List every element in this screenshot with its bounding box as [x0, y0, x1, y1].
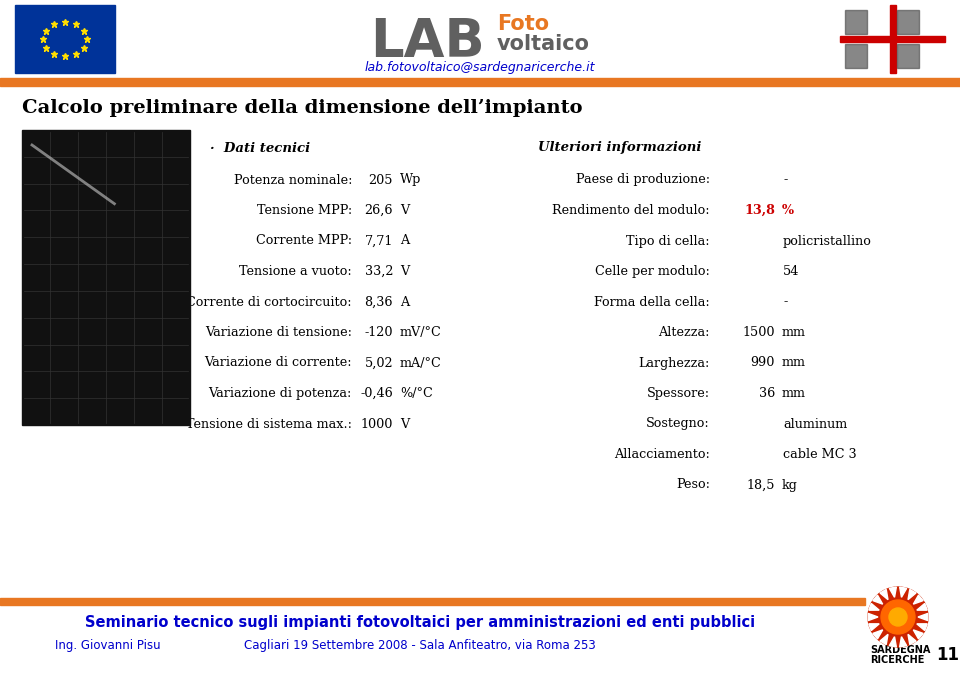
Text: -120: -120 — [365, 326, 393, 339]
Polygon shape — [880, 589, 888, 600]
Text: Corrente MPP:: Corrente MPP: — [256, 235, 352, 248]
Text: Variazione di corrente:: Variazione di corrente: — [204, 357, 352, 369]
Circle shape — [881, 600, 915, 634]
Polygon shape — [908, 634, 916, 644]
Text: 7,71: 7,71 — [365, 235, 393, 248]
Bar — [15, 5, 115, 73]
Text: 8,36: 8,36 — [365, 295, 393, 309]
Text: Seminario tecnico sugli impianti fotovoltaici per amministrazioni ed enti pubbli: Seminario tecnico sugli impianti fotovol… — [84, 616, 756, 630]
Bar — [840, 5, 945, 73]
Text: mm: mm — [782, 387, 806, 400]
Polygon shape — [869, 624, 879, 630]
Text: Tensione a vuoto:: Tensione a vuoto: — [239, 265, 352, 278]
Text: Forma della cella:: Forma della cella: — [594, 295, 710, 309]
Polygon shape — [889, 587, 897, 597]
Text: Larghezza:: Larghezza: — [638, 357, 710, 369]
Text: 1000: 1000 — [361, 417, 393, 431]
Polygon shape — [900, 587, 906, 597]
Text: mm: mm — [782, 357, 806, 369]
Text: cable MC 3: cable MC 3 — [783, 448, 856, 461]
Text: mm: mm — [782, 326, 806, 339]
Polygon shape — [868, 614, 878, 621]
Text: V: V — [400, 204, 409, 217]
Circle shape — [868, 587, 928, 647]
Polygon shape — [873, 630, 882, 639]
Bar — [840, 36, 945, 42]
Text: SARDEGNA: SARDEGNA — [870, 645, 930, 655]
Text: V: V — [400, 417, 409, 431]
Text: %/°C: %/°C — [400, 387, 433, 400]
Text: kg: kg — [782, 479, 798, 491]
Text: -: - — [783, 295, 787, 309]
Text: Sostegno:: Sostegno: — [646, 417, 710, 431]
Text: 1500: 1500 — [742, 326, 775, 339]
Text: A: A — [400, 235, 409, 248]
Text: 11: 11 — [937, 646, 959, 664]
Polygon shape — [889, 637, 897, 647]
Text: Variazione di potenza:: Variazione di potenza: — [208, 387, 352, 400]
Text: mA/°C: mA/°C — [400, 357, 442, 369]
Text: 33,2: 33,2 — [365, 265, 393, 278]
Text: 13,8: 13,8 — [744, 204, 775, 217]
Text: Wp: Wp — [400, 174, 421, 186]
Text: 36: 36 — [758, 387, 775, 400]
Polygon shape — [913, 595, 924, 604]
Text: 54: 54 — [783, 265, 800, 278]
Polygon shape — [908, 589, 916, 600]
Text: voltaico: voltaico — [497, 34, 590, 54]
Text: -0,46: -0,46 — [360, 387, 393, 400]
Polygon shape — [873, 595, 882, 604]
Polygon shape — [917, 604, 927, 610]
Bar — [845, 10, 867, 34]
Bar — [0, 78, 960, 86]
Text: 26,6: 26,6 — [365, 204, 393, 217]
Text: Calcolo preliminare della dimensione dell’impianto: Calcolo preliminare della dimensione del… — [22, 99, 583, 117]
Bar — [0, 598, 865, 605]
Text: policristallino: policristallino — [783, 235, 872, 248]
Bar — [897, 44, 919, 68]
Text: Altezza:: Altezza: — [659, 326, 710, 339]
Text: Ing. Giovanni Pisu: Ing. Giovanni Pisu — [55, 639, 160, 651]
Text: RICERCHE: RICERCHE — [870, 655, 924, 665]
Text: Tipo di cella:: Tipo di cella: — [626, 235, 710, 248]
Text: 18,5: 18,5 — [747, 479, 775, 491]
Text: %: % — [782, 204, 794, 217]
Circle shape — [889, 608, 907, 626]
Polygon shape — [917, 624, 927, 630]
Bar — [22, 130, 190, 425]
Text: Cagliari 19 Settembre 2008 - Sala Anfiteatro, via Roma 253: Cagliari 19 Settembre 2008 - Sala Anfite… — [244, 639, 596, 651]
Text: 5,02: 5,02 — [365, 357, 393, 369]
Text: 990: 990 — [751, 357, 775, 369]
Text: Ulteriori informazioni: Ulteriori informazioni — [539, 142, 702, 154]
Text: Peso:: Peso: — [676, 479, 710, 491]
Bar — [845, 44, 867, 68]
Text: Allacciamento:: Allacciamento: — [614, 448, 710, 461]
Text: A: A — [400, 295, 409, 309]
Text: Spessore:: Spessore: — [647, 387, 710, 400]
Text: Celle per modulo:: Celle per modulo: — [595, 265, 710, 278]
Text: Tensione di sistema max.:: Tensione di sistema max.: — [186, 417, 352, 431]
Text: LAB: LAB — [370, 16, 485, 68]
Text: Rendimento del modulo:: Rendimento del modulo: — [552, 204, 710, 217]
Text: lab.fotovoltaico@sardegnaricerche.it: lab.fotovoltaico@sardegnaricerche.it — [365, 61, 595, 73]
Text: Potenza nominale:: Potenza nominale: — [233, 174, 352, 186]
Text: mV/°C: mV/°C — [400, 326, 442, 339]
Text: Tensione MPP:: Tensione MPP: — [256, 204, 352, 217]
Bar — [897, 10, 919, 34]
Polygon shape — [918, 614, 927, 621]
Text: Paese di produzione:: Paese di produzione: — [576, 174, 710, 186]
Text: -: - — [783, 174, 787, 186]
Text: aluminum: aluminum — [783, 417, 848, 431]
Text: Variazione di tensione:: Variazione di tensione: — [205, 326, 352, 339]
Polygon shape — [900, 637, 906, 647]
Text: Foto: Foto — [497, 14, 549, 34]
Text: ·  Dati tecnici: · Dati tecnici — [210, 142, 310, 154]
Text: Corrente di cortocircuito:: Corrente di cortocircuito: — [186, 295, 352, 309]
Text: V: V — [400, 265, 409, 278]
Text: 205: 205 — [369, 174, 393, 186]
Polygon shape — [869, 604, 879, 610]
Bar — [890, 5, 896, 73]
Polygon shape — [880, 634, 888, 644]
Polygon shape — [913, 630, 924, 639]
